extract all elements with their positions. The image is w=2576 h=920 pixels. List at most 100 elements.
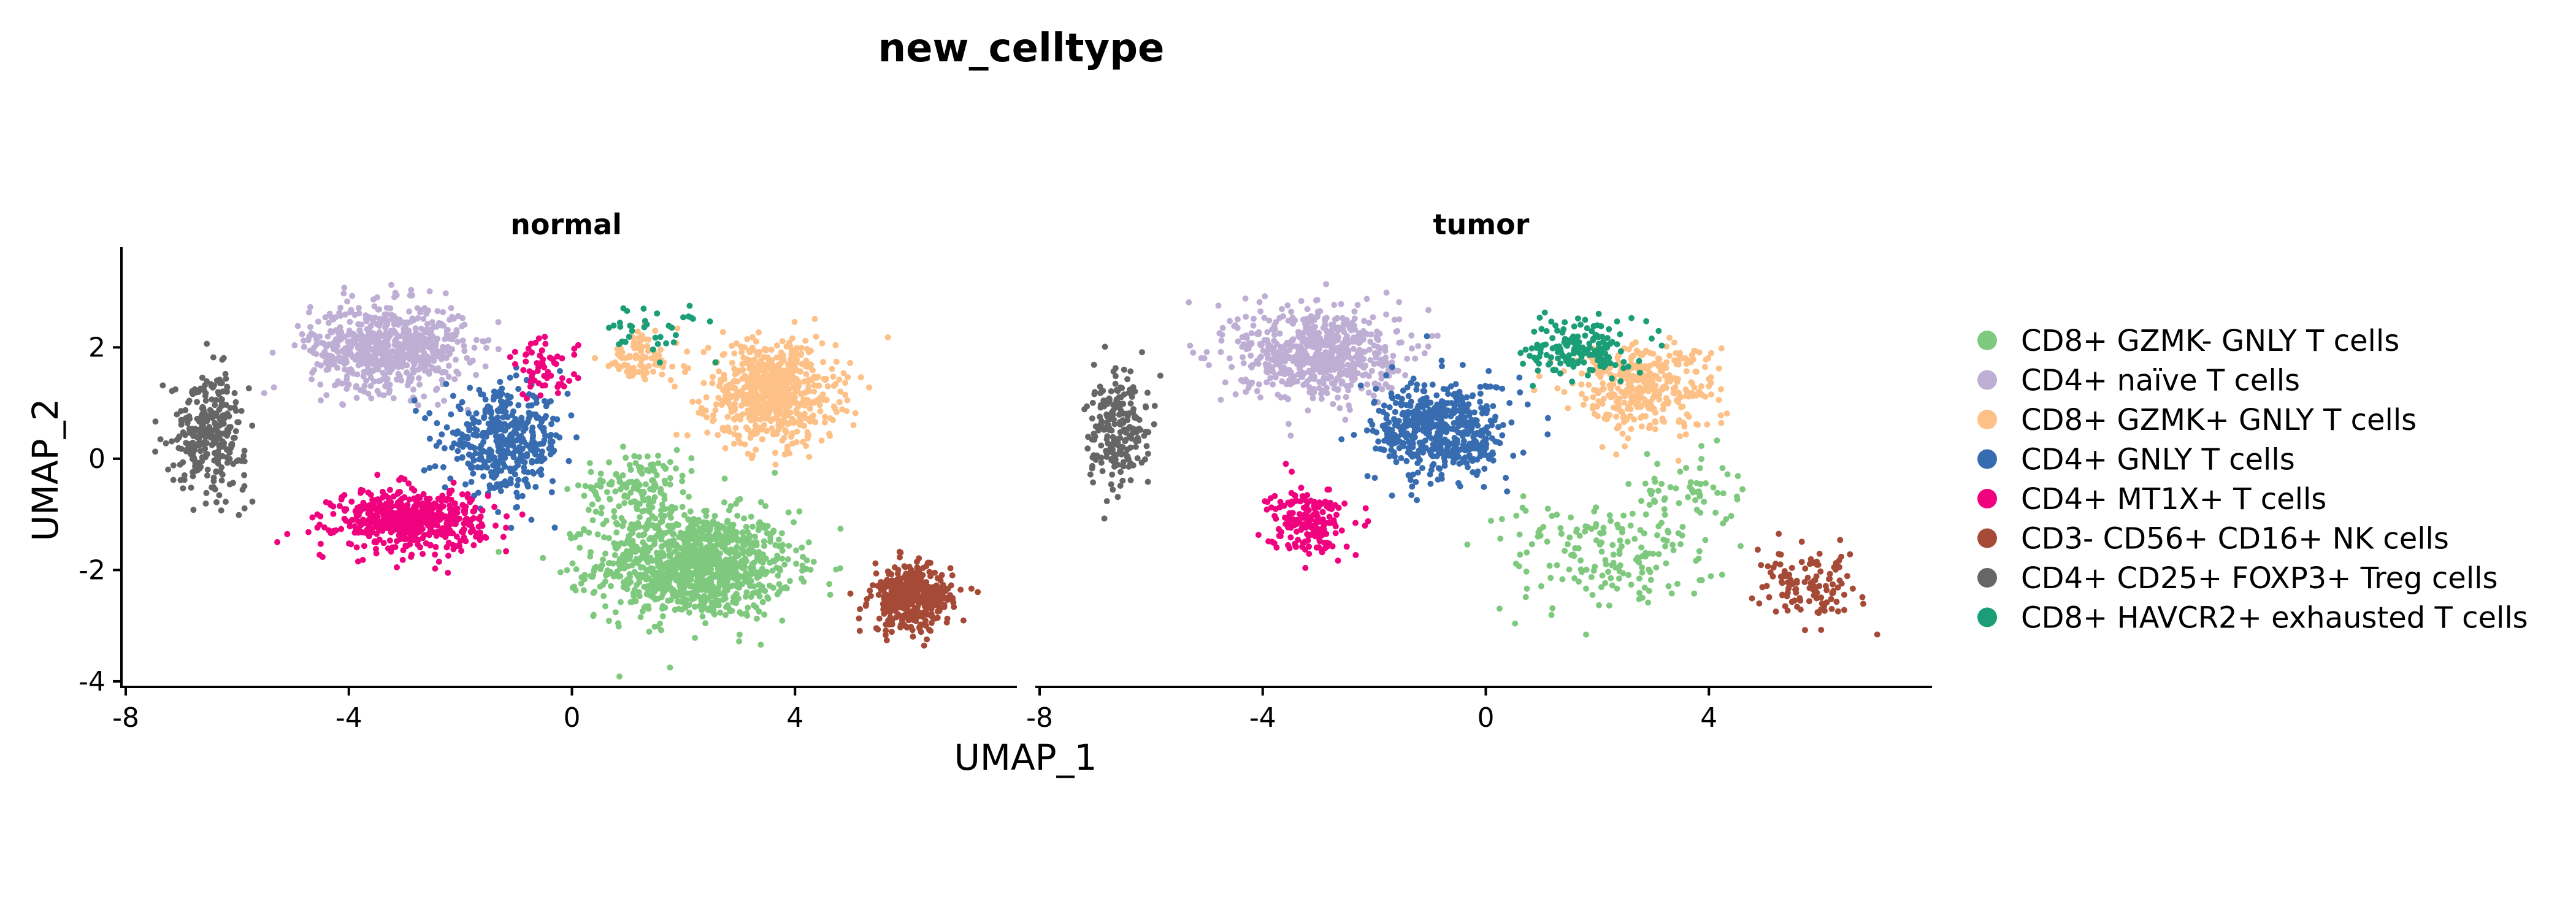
point <box>318 397 324 404</box>
point <box>716 368 722 375</box>
point <box>548 489 555 496</box>
point <box>703 394 710 401</box>
point <box>1631 535 1638 542</box>
point <box>311 367 318 374</box>
point <box>192 426 199 432</box>
point <box>1498 516 1505 523</box>
x-tick-label: 0 <box>564 702 581 734</box>
point <box>727 503 734 510</box>
point <box>619 355 626 361</box>
point <box>803 363 810 370</box>
point <box>943 594 949 601</box>
point <box>640 305 647 312</box>
point <box>361 369 367 375</box>
point <box>338 526 345 532</box>
point <box>646 468 653 475</box>
point <box>1698 443 1704 450</box>
point <box>878 586 884 593</box>
point <box>745 604 751 611</box>
series-normal-2 <box>592 316 891 468</box>
point <box>725 532 731 539</box>
point <box>810 367 816 374</box>
point <box>648 577 655 584</box>
point <box>640 353 647 360</box>
point <box>335 378 342 385</box>
point <box>495 448 502 454</box>
point <box>724 518 731 524</box>
point <box>401 361 407 368</box>
point <box>337 304 343 311</box>
point <box>545 369 551 375</box>
point <box>715 432 721 439</box>
point <box>1668 590 1675 597</box>
point <box>397 344 404 350</box>
point <box>329 355 336 362</box>
point <box>716 383 723 389</box>
point <box>737 416 743 423</box>
point <box>1591 508 1598 515</box>
point <box>886 569 892 576</box>
point <box>780 376 787 383</box>
point <box>737 496 743 502</box>
point <box>473 337 480 343</box>
point <box>643 369 650 376</box>
point <box>657 489 664 496</box>
point <box>687 570 694 577</box>
point <box>378 340 385 347</box>
point <box>655 453 661 459</box>
point <box>170 477 177 483</box>
point <box>529 429 536 436</box>
point <box>768 347 775 353</box>
point <box>382 383 389 389</box>
point <box>546 445 553 452</box>
point <box>469 443 475 450</box>
point <box>635 464 642 470</box>
point <box>469 358 476 364</box>
point <box>362 529 369 536</box>
point <box>459 454 466 461</box>
point <box>811 316 818 322</box>
point <box>326 341 332 348</box>
point <box>577 531 584 538</box>
point <box>770 395 777 402</box>
point <box>497 393 504 399</box>
point <box>588 486 595 493</box>
point <box>420 316 427 322</box>
point <box>772 469 778 476</box>
point <box>651 541 657 548</box>
point <box>484 464 491 471</box>
point <box>461 348 468 355</box>
point <box>761 543 767 550</box>
point <box>753 604 759 611</box>
point <box>1546 562 1553 569</box>
point <box>757 499 764 505</box>
point <box>370 337 377 344</box>
point <box>646 628 653 635</box>
point <box>543 403 550 410</box>
point <box>660 564 667 570</box>
point <box>208 383 215 389</box>
point <box>639 550 646 557</box>
point <box>393 330 399 337</box>
point <box>599 504 605 511</box>
point <box>470 420 477 427</box>
point <box>721 588 728 594</box>
point <box>429 347 435 353</box>
point <box>830 403 837 410</box>
point <box>672 592 678 599</box>
point <box>712 532 719 539</box>
point <box>599 478 606 485</box>
point <box>341 515 348 522</box>
point <box>416 528 423 535</box>
point <box>679 478 686 485</box>
point <box>1691 590 1698 597</box>
point <box>391 516 397 523</box>
point <box>163 440 169 447</box>
point <box>306 333 313 340</box>
point <box>911 617 917 624</box>
point <box>309 376 315 383</box>
point <box>299 331 305 337</box>
point <box>803 565 810 572</box>
point <box>413 329 420 336</box>
point <box>731 568 738 575</box>
